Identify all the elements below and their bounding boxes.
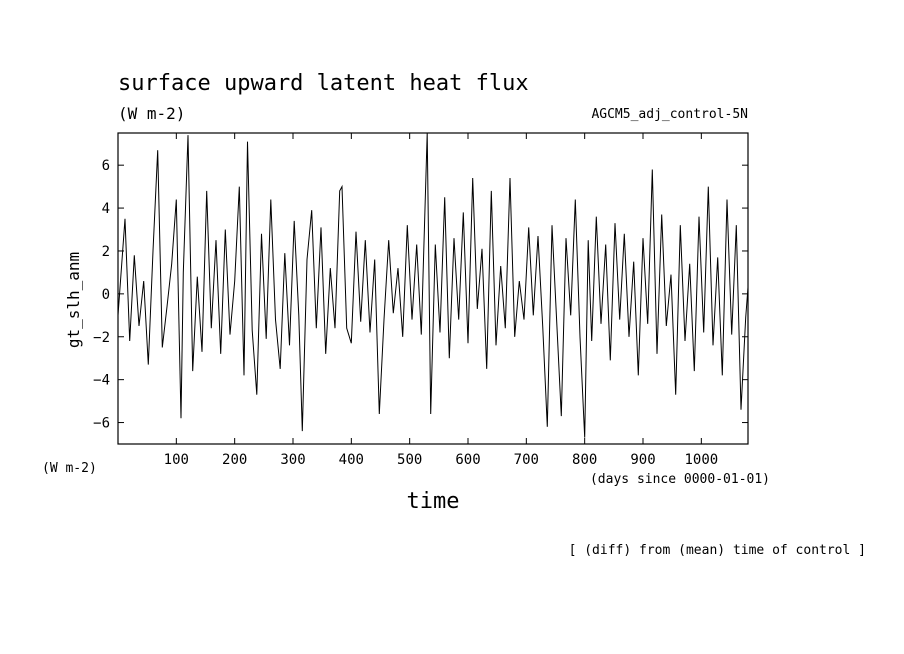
y-tick-label: 0 xyxy=(102,287,110,303)
y-tick-label: −6 xyxy=(93,416,110,432)
x-tick-label: 500 xyxy=(397,452,422,468)
x-tick-label: 800 xyxy=(572,452,597,468)
y-tick-label: −4 xyxy=(93,373,110,389)
x-tick-label: 100 xyxy=(164,452,189,468)
run-label: AGCM5_adj_control-5N xyxy=(591,107,748,122)
x-tick-label: 400 xyxy=(339,452,364,468)
chart-title: surface upward latent heat flux xyxy=(118,71,529,96)
footnote: [ (diff) from (mean) time of control ] xyxy=(569,543,866,558)
x-axis: 100 200 300 400 500 600 700 800 900 1000 xyxy=(164,133,718,468)
chart-units: (W m-2) xyxy=(118,104,185,123)
x-tick-label: 1000 xyxy=(684,452,718,468)
plot-area: 100 200 300 400 500 600 700 800 900 1000 −6 −4 −2 0 2… xyxy=(93,132,749,468)
x-tick-label: 900 xyxy=(630,452,655,468)
y-units-label: (W m-2) xyxy=(42,461,97,476)
y-axis: −6 −4 −2 0 2 4 6 xyxy=(93,158,748,432)
x-units-label: (days since 0000-01-01) xyxy=(590,472,770,487)
x-tick-label: 700 xyxy=(514,452,539,468)
y-tick-label: 6 xyxy=(102,158,110,174)
x-tick-label: 200 xyxy=(222,452,247,468)
y-tick-label: 2 xyxy=(102,244,110,260)
y-tick-label: −2 xyxy=(93,330,110,346)
y-axis-label: gt_slh_anm xyxy=(64,252,83,348)
x-axis-label: time xyxy=(407,489,460,514)
y-tick-label: 4 xyxy=(102,201,110,217)
x-tick-label: 600 xyxy=(455,452,480,468)
x-tick-label: 300 xyxy=(280,452,305,468)
plot-frame xyxy=(117,132,749,445)
series-line xyxy=(117,132,749,438)
